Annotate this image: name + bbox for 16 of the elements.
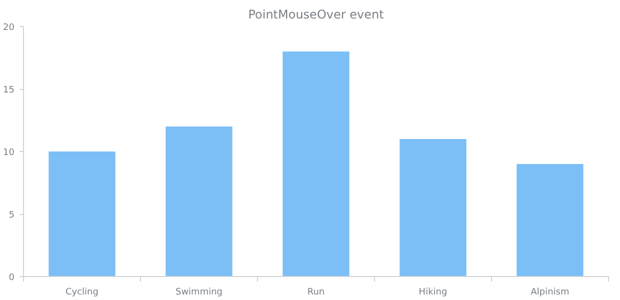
y-tick-label: 5 xyxy=(8,210,15,220)
x-tick-label: Cycling xyxy=(66,288,98,298)
y-tick-label: 20 xyxy=(3,23,15,33)
y-tick-label: 10 xyxy=(3,148,15,158)
y-tick-label: 0 xyxy=(8,273,15,283)
bar xyxy=(48,152,116,276)
bar xyxy=(282,52,350,276)
chart-title: PointMouseOver event xyxy=(248,8,384,22)
x-tick-label: Run xyxy=(307,288,325,298)
x-tick-label: Swimming xyxy=(175,288,223,298)
x-tick-label: Alpinism xyxy=(530,288,570,298)
bar xyxy=(516,164,584,276)
x-tick-label: Hiking xyxy=(418,288,448,298)
y-tick-label: 15 xyxy=(3,86,14,96)
bar xyxy=(166,126,232,276)
bar xyxy=(400,139,466,276)
